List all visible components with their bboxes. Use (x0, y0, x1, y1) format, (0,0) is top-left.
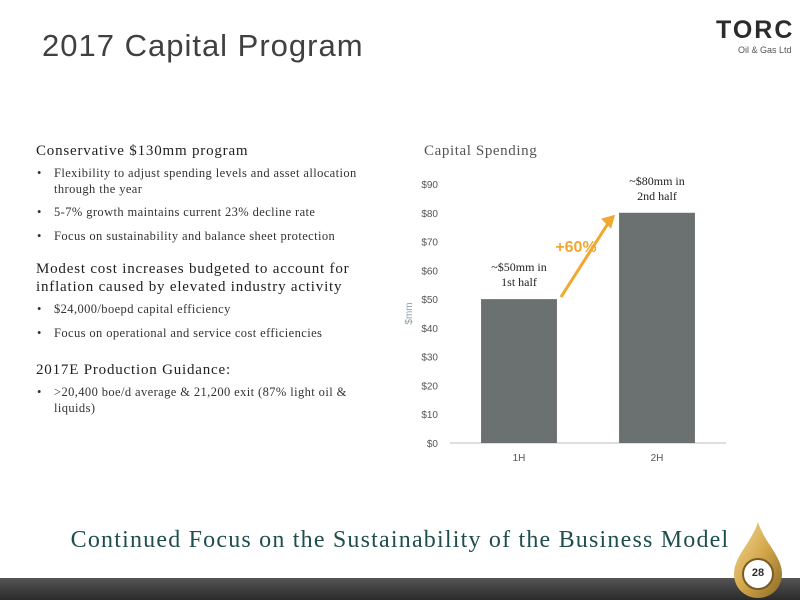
section-heading-guidance: 2017E Production Guidance: (36, 362, 231, 378)
y-tick-label: $10 (421, 410, 438, 421)
y-tick-label: $70 (421, 238, 438, 249)
y-tick-label: $30 (421, 353, 438, 364)
y-tick-label: $50 (421, 295, 438, 306)
bullet-text: Flexibility to adjust spending levels an… (54, 166, 357, 196)
bullet-item: • $24,000/boepd capital efficiency (37, 302, 231, 316)
section-heading-cost: Modest cost increases budgeted to accoun… (36, 261, 350, 295)
bar-2H (619, 212, 695, 443)
torc-logo: TORC Oil & Gas Ltd (700, 14, 792, 60)
bullet-item: • Focus on sustainability and balance she… (37, 228, 336, 243)
left-text-panel: Conservative $130mm program • Flexibility… (36, 142, 386, 424)
bar-1H (481, 299, 557, 443)
bullet-text: Focus on sustainability and balance shee… (54, 228, 336, 243)
bullet-text: >20,400 boe/d average & 21,200 exit (87%… (54, 385, 347, 415)
page-number: 28 (751, 567, 765, 579)
y-tick-label: $40 (421, 324, 438, 335)
growth-arrow-line (559, 220, 611, 298)
data-label-2H: ~$80mm in 2nd half (629, 174, 685, 203)
chart-title: Capital Spending (424, 143, 538, 159)
x-tick-label: 1H (513, 453, 526, 464)
bullet-item: • Flexibility to adjust spending levels a… (37, 166, 357, 196)
y-tick-label: $60 (421, 266, 438, 277)
bottom-bar (0, 578, 800, 600)
logo-name: TORC (716, 16, 795, 44)
data-label-1H: ~$50mm in 1st half (491, 260, 547, 289)
bullet-list-cost: • $24,000/boepd capital efficiency • Focus… (36, 302, 386, 341)
capital-spending-chart: $0 $10 $20 $30 $40 $50 $60 $70 $80 $90 $mm 1H 2H ~$50… (404, 174, 726, 464)
y-tick-label: $0 (427, 439, 439, 450)
bullet-item: • 5-7% growth maintains current 23% decli… (37, 205, 316, 219)
footer-message: Continued Focus on the Sustainability of… (70, 527, 730, 553)
y-tick-label: $80 (421, 209, 438, 220)
growth-arrow-head (601, 214, 616, 229)
oil-drop-icon (734, 522, 782, 598)
bullet-text: 5-7% growth maintains current 23% declin… (54, 205, 316, 219)
y-axis-label: $mm (404, 302, 415, 324)
y-tick-label: $90 (421, 180, 438, 191)
bullet-item: • Focus on operational and service cost e… (37, 325, 323, 340)
bullet-list-guidance: • >20,400 boe/d average & 21,200 exit (87… (36, 385, 386, 416)
bullet-text: Focus on operational and service cost ef… (54, 325, 323, 340)
y-tick-label: $20 (421, 381, 438, 392)
x-tick-label: 2H (651, 453, 664, 464)
bullet-item: • >20,400 boe/d average & 21,200 exit (87… (37, 385, 347, 415)
bullet-list-program: • Flexibility to adjust spending levels a… (36, 166, 386, 244)
bullet-text: $24,000/boepd capital efficiency (54, 302, 231, 316)
logo-subtitle: Oil & Gas Ltd (738, 45, 792, 55)
growth-percent-label: +60% (555, 239, 596, 256)
slide-title: 2017 Capital Program (42, 28, 364, 63)
section-heading-program: Conservative $130mm program (36, 143, 249, 159)
